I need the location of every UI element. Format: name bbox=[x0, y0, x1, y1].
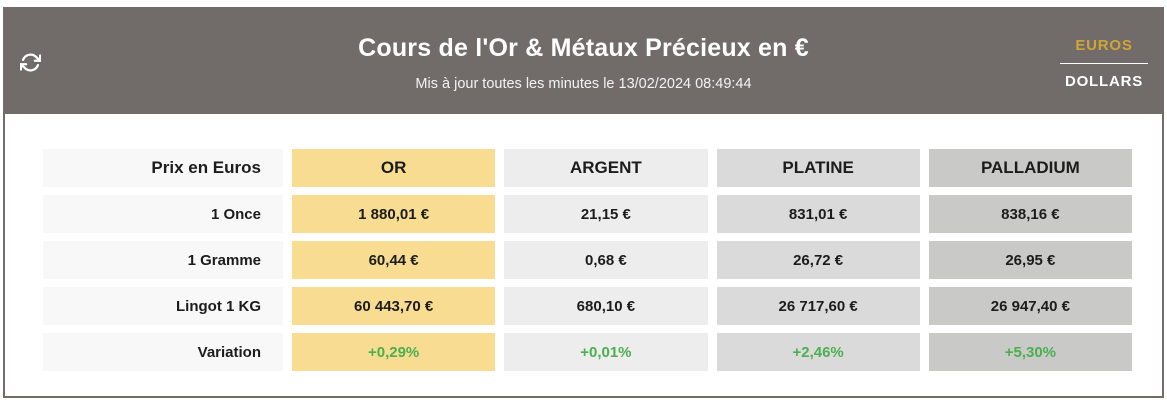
variation-palladium: +5,30% bbox=[928, 333, 1132, 371]
currency-option-euros[interactable]: EUROS bbox=[1060, 37, 1148, 64]
refresh-button[interactable] bbox=[17, 51, 43, 77]
gold-price-widget: Cours de l'Or & Métaux Précieux en € Mis… bbox=[3, 7, 1164, 398]
price-gramme-platine: 26,72 € bbox=[716, 241, 920, 279]
price-lingot-argent: 680,10 € bbox=[504, 287, 708, 325]
table-corner-label: Prix en Euros bbox=[43, 149, 283, 187]
price-once-or: 1 880,01 € bbox=[292, 195, 496, 233]
price-gramme-or: 60,44 € bbox=[292, 241, 496, 279]
price-table: Prix en Euros OR ARGENT PLATINE PALLADIU… bbox=[43, 149, 1132, 371]
row-label-gramme: 1 Gramme bbox=[43, 241, 283, 279]
row-label-once: 1 Once bbox=[43, 195, 283, 233]
price-lingot-platine: 26 717,60 € bbox=[716, 287, 920, 325]
price-lingot-or: 60 443,70 € bbox=[292, 287, 496, 325]
price-gramme-palladium: 26,95 € bbox=[928, 241, 1132, 279]
last-updated-text: Mis à jour toutes les minutes le 13/02/2… bbox=[415, 75, 752, 92]
variation-platine: +2,46% bbox=[716, 333, 920, 371]
currency-toggle: EUROS DOLLARS bbox=[1060, 37, 1148, 90]
price-once-platine: 831,01 € bbox=[716, 195, 920, 233]
row-label-lingot: Lingot 1 KG bbox=[43, 287, 283, 325]
variation-or: +0,29% bbox=[292, 333, 496, 371]
row-label-variation: Variation bbox=[43, 333, 283, 371]
header-band: Cours de l'Or & Métaux Précieux en € Mis… bbox=[5, 9, 1162, 114]
refresh-icon bbox=[19, 52, 41, 76]
currency-option-dollars[interactable]: DOLLARS bbox=[1064, 73, 1144, 90]
price-once-palladium: 838,16 € bbox=[928, 195, 1132, 233]
price-once-argent: 21,15 € bbox=[504, 195, 708, 233]
variation-argent: +0,01% bbox=[504, 333, 708, 371]
column-header-or: OR bbox=[292, 149, 496, 187]
column-header-platine: PLATINE bbox=[716, 149, 920, 187]
column-header-palladium: PALLADIUM bbox=[928, 149, 1132, 187]
price-gramme-argent: 0,68 € bbox=[504, 241, 708, 279]
column-header-argent: ARGENT bbox=[504, 149, 708, 187]
price-lingot-palladium: 26 947,40 € bbox=[928, 287, 1132, 325]
page-title: Cours de l'Or & Métaux Précieux en € bbox=[358, 33, 809, 62]
